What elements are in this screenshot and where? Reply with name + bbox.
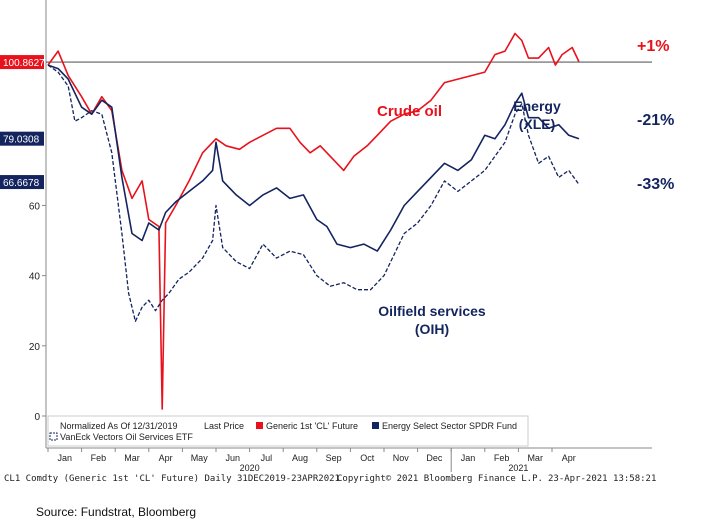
x-tick-label: Aug — [292, 453, 308, 463]
x-tick-label: Jun — [226, 453, 241, 463]
footer-timestamp: 23-Apr-2021 13:58:21 — [548, 474, 657, 484]
legend-entry-energy: Energy Select Sector SPDR Fund — [382, 421, 517, 431]
x-tick-label: Feb — [91, 453, 107, 463]
last-value-badge-bg — [0, 55, 44, 70]
chart-axes: 0 20 40 60 Jan Feb Mar Apr May Jun Jul Aug Sep Oct Nov… — [29, 0, 652, 473]
legend-swatch-crude — [256, 422, 263, 429]
y-tick-label: 0 — [34, 412, 40, 423]
last-value-badge: 79.0308 — [0, 131, 44, 146]
legend-last-price-label: Last Price — [204, 421, 244, 431]
x-year-label: 2020 — [240, 463, 260, 473]
y-tick-label: 20 — [29, 342, 41, 353]
last-value-badge: 66.6678 — [0, 175, 44, 190]
last-value-badge-text: 66.6678 — [3, 178, 40, 189]
series-line-2 — [47, 64, 580, 322]
x-tick-label: Mar — [527, 453, 543, 463]
chart-annotations: 100.8627 79.0308 66.6678 Crude oil +1% Energy… — [0, 38, 674, 337]
last-value-badge-bg — [0, 131, 44, 146]
x-tick-label: Apr — [159, 453, 173, 463]
change-label-oilfield: -33% — [637, 176, 674, 193]
legend-entry-oilfield: VanEck Vectors Oil Services ETF — [60, 432, 193, 442]
x-year-label: 2021 — [508, 463, 528, 473]
legend-box — [47, 415, 529, 447]
annotation-energy: Energy — [513, 98, 561, 114]
last-value-badge: 100.8627 — [0, 55, 45, 70]
source-note: Source: Fundstrat, Bloomberg — [36, 505, 197, 519]
chart-legend: Normalized As Of 12/31/2019 Last Price Gen… — [47, 415, 529, 447]
legend-entry-crude: Generic 1st 'CL' Future — [266, 421, 358, 431]
x-tick-label: Jan — [461, 453, 476, 463]
y-tick-label: 40 — [29, 272, 41, 283]
x-tick-label: Mar — [124, 453, 140, 463]
x-tick-label: Apr — [562, 453, 576, 463]
annotation-oilfield-ticker: (OIH) — [415, 321, 449, 337]
x-tick-label: Dec — [426, 453, 443, 463]
x-tick-label: Oct — [360, 453, 375, 463]
x-tick-label: Nov — [393, 453, 410, 463]
footer-copyright: Copyright© 2021 Bloomberg Finance L.P. — [337, 474, 543, 484]
last-value-badge-text: 100.8627 — [3, 58, 45, 69]
y-tick-label: 60 — [29, 201, 41, 212]
series-line-0 — [47, 32, 580, 410]
annotation-oilfield-services: Oilfield services — [378, 303, 486, 319]
annotation-crude-oil: Crude oil — [377, 103, 442, 120]
x-tick-label: May — [191, 453, 209, 463]
x-tick-label: Jul — [261, 453, 273, 463]
x-tick-label: Sep — [326, 453, 342, 463]
chart-series-lines — [47, 32, 580, 410]
annotation-energy-ticker: (XLE) — [519, 116, 556, 132]
change-label-crude: +1% — [637, 38, 669, 55]
last-value-badge-bg — [0, 175, 44, 190]
last-value-badge-text: 79.0308 — [3, 135, 40, 146]
change-label-energy: -21% — [637, 112, 674, 129]
footer-security-info: CL1 Comdty (Generic 1st 'CL' Future) Dai… — [4, 474, 340, 484]
series-line-1 — [47, 64, 580, 252]
legend-swatch-energy — [372, 422, 379, 429]
x-tick-label: Jan — [58, 453, 73, 463]
legend-header: Normalized As Of 12/31/2019 — [60, 421, 178, 431]
x-tick-label: Feb — [494, 453, 510, 463]
legend-swatch-oilfield — [49, 432, 58, 441]
